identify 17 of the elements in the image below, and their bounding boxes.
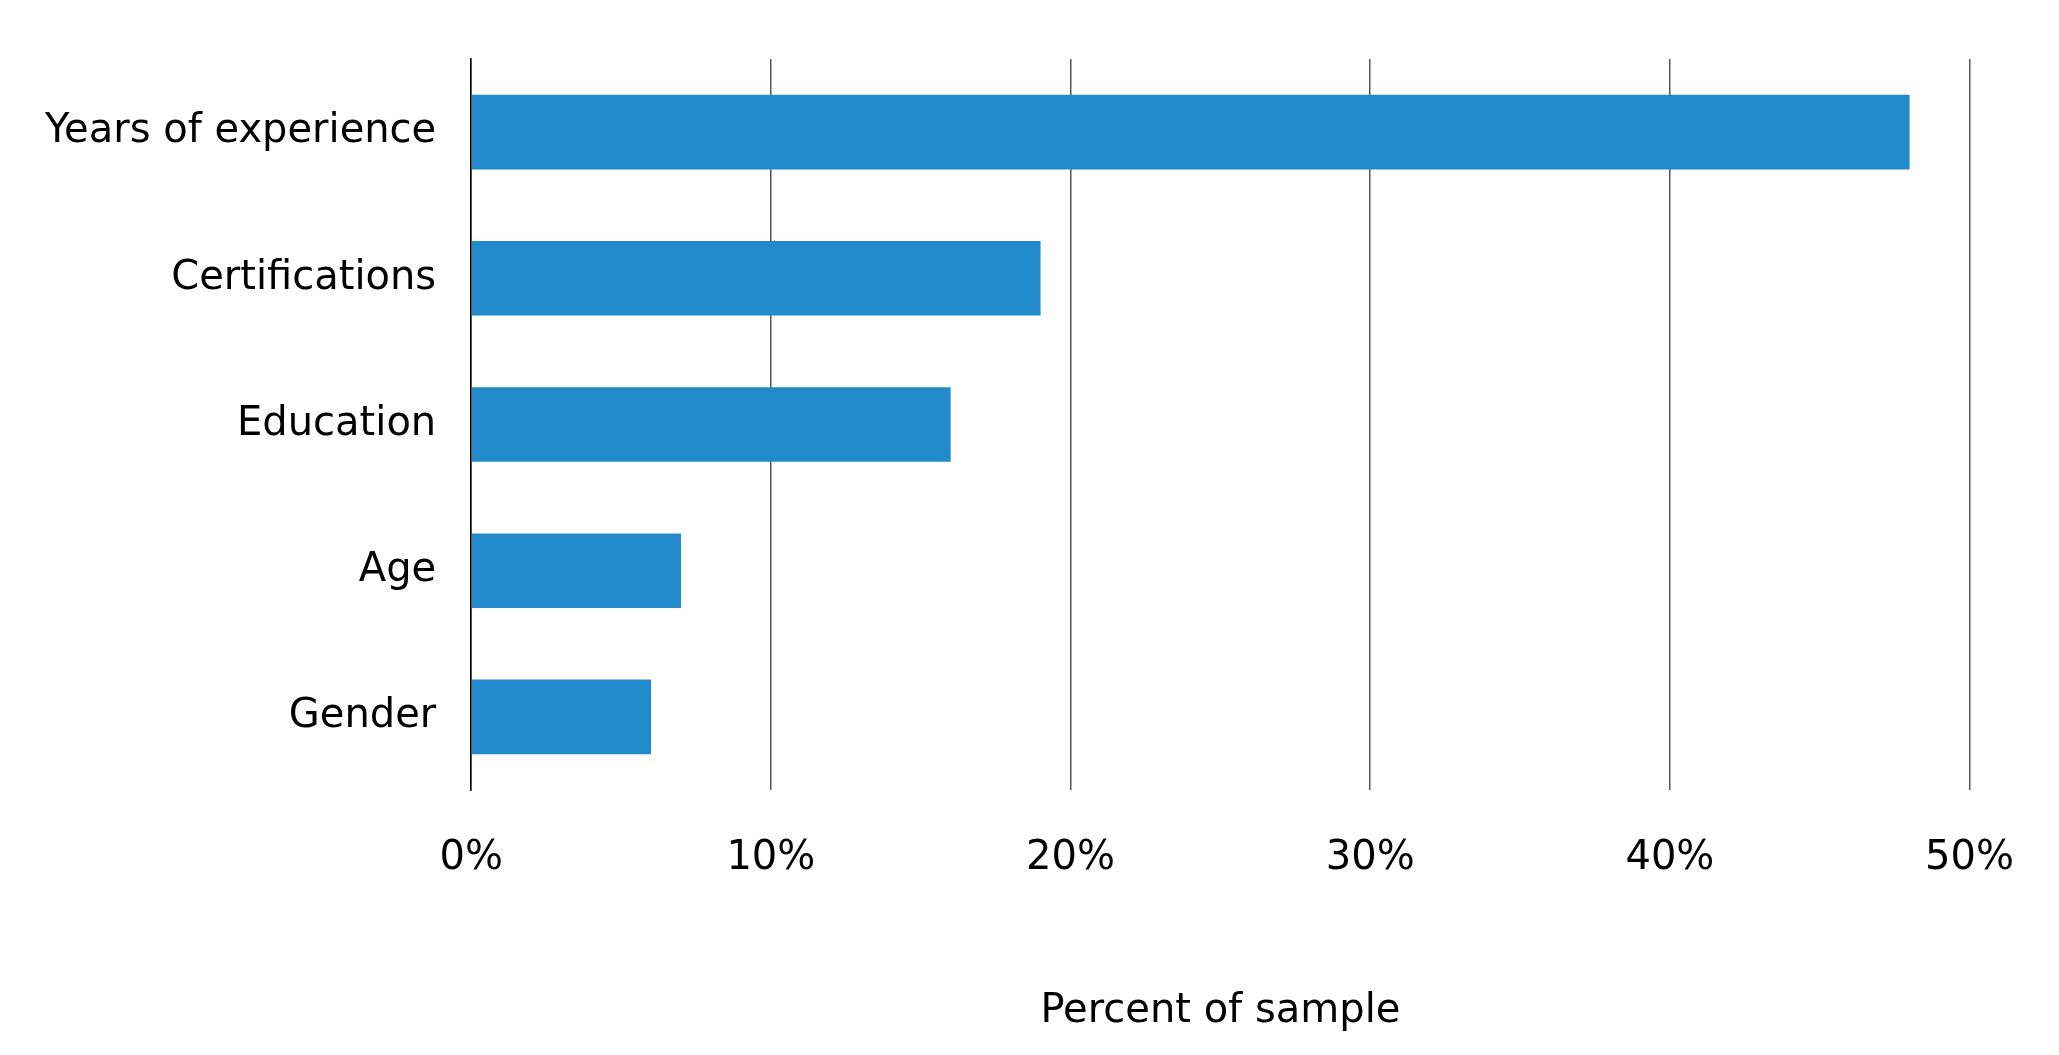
y-tick-label: Education (237, 397, 437, 444)
y-tick-label: Age (358, 544, 437, 591)
x-tick-label: 40% (1625, 832, 1715, 879)
bar (471, 387, 951, 462)
bar (471, 533, 681, 608)
bar (471, 679, 652, 755)
y-tick-label: Gender (288, 690, 437, 737)
x-axis-title: Percent of sample (1040, 985, 1401, 1032)
bar (471, 241, 1041, 316)
y-tick-label: Certifications (171, 251, 437, 298)
x-tick-label: 0% (439, 832, 503, 879)
x-tick-label: 20% (1026, 832, 1115, 879)
x-tick-label: 50% (1925, 832, 2014, 879)
x-tick-label: 30% (1325, 832, 1415, 879)
y-tick-label: Years of experience (43, 105, 437, 152)
x-tick-label: 10% (726, 832, 816, 879)
bar (471, 94, 1910, 170)
